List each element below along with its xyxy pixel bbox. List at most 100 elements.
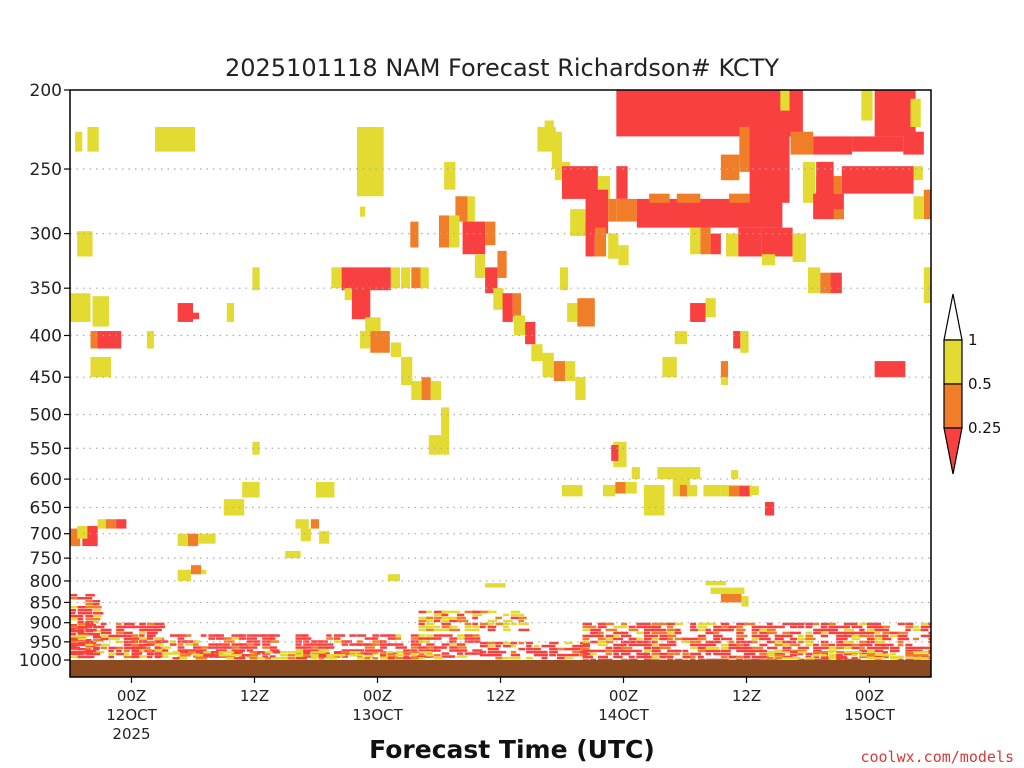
ri-cell-low-3-73 — [154, 649, 166, 652]
ri-cell-low-5-46 — [549, 653, 556, 657]
ri-cell-low-6-5 — [644, 622, 651, 626]
ri-cell-low-4-130 — [418, 655, 431, 658]
ri-cell-low-0-2 — [70, 597, 81, 600]
ri-cell-low-6-301 — [674, 649, 682, 653]
ri-cell-low-6-213 — [797, 640, 804, 644]
ri-cell-51 — [761, 254, 776, 266]
ri-cell-low-6-170 — [674, 637, 686, 641]
ri-cell-low-7-63 — [280, 657, 291, 660]
ri-cell-108 — [226, 303, 234, 322]
ri-cell-58 — [390, 267, 401, 289]
ri-cell-low-3-108 — [246, 655, 259, 658]
ri-cell-low-5-47 — [556, 653, 566, 657]
ri-cell-low-6-350 — [859, 652, 870, 656]
ri-cell-low-3-2 — [146, 634, 156, 637]
ri-cell-low-1-24 — [495, 616, 502, 620]
ri-cell-low-8-43 — [913, 657, 922, 660]
ri-cell-79 — [485, 267, 498, 294]
ri-cell-low-6-177 — [751, 637, 763, 641]
ri-cell-low-2-93 — [108, 655, 115, 659]
ri-cell-low-6-243 — [790, 643, 801, 647]
ri-cell-low-6-275 — [797, 646, 810, 650]
ri-cell-low-2-50 — [116, 640, 123, 644]
ri-cell-low-6-371 — [743, 655, 751, 659]
ri-cell-46 — [710, 233, 721, 255]
ri-cell-low-3-70 — [131, 649, 143, 652]
ri-cell-low-2-8 — [70, 625, 82, 629]
ri-cell-low-6-24 — [843, 622, 854, 626]
ri-cell-113 — [690, 303, 706, 322]
ri-cell-low-6-2 — [605, 622, 615, 626]
ri-cell-low-6-388 — [913, 655, 920, 659]
ri-cell-low-2-65 — [100, 646, 107, 650]
y-tick-label-300: 300 — [30, 225, 62, 245]
ri-cell-7 — [155, 126, 196, 152]
ri-cell-low-6-77 — [697, 628, 707, 632]
ri-cell-low-4-72 — [380, 646, 387, 649]
ri-cell-low-7-38 — [249, 654, 259, 657]
ri-cell-low-6-387 — [905, 655, 914, 659]
ri-cell-low-6-322 — [913, 649, 923, 653]
ri-cell-low-6-411 — [759, 658, 768, 662]
ri-cell-low-8-23 — [851, 654, 858, 657]
ri-cell-low-6-390 — [582, 658, 589, 662]
ri-cell-low-1-62 — [464, 628, 473, 632]
ri-cell-low-6-398 — [659, 658, 666, 662]
ri-cell-low-3-99 — [154, 655, 163, 658]
ri-cell-low-6-29 — [897, 622, 905, 626]
ri-cell-low-7-32 — [203, 654, 212, 657]
ri-cell-low-7-17 — [310, 651, 321, 654]
ri-cell-low-6-355 — [928, 652, 931, 656]
ri-cell-low-6-132 — [605, 634, 616, 638]
ri-cell-low-5-27 — [564, 647, 576, 651]
ri-cell-low-6-327 — [613, 652, 619, 656]
ri-cell-low-6-317 — [859, 649, 867, 653]
ri-cell-4 — [910, 98, 921, 127]
ri-cell-low-6-375 — [782, 655, 793, 659]
ri-cell-low-5-54 — [526, 656, 534, 660]
ri-cell-low-0-50 — [93, 639, 104, 642]
ri-cell-low-2-10 — [85, 625, 93, 629]
ri-cell-low-8-4 — [813, 651, 824, 654]
ri-cell-low-6-3 — [620, 622, 628, 626]
ri-cell-low-4-97 — [472, 649, 483, 652]
ri-cell-low-6-176 — [736, 637, 745, 641]
ri-cell-low-6-112 — [767, 631, 777, 635]
ri-cell-low-3-58 — [162, 646, 172, 649]
ri-cell-low-3-48 — [216, 643, 224, 646]
ri-cell-low-6-30 — [905, 622, 914, 626]
ri-cell-low-6-339 — [720, 652, 731, 656]
ri-cell-low-4-80 — [456, 646, 467, 649]
ri-cell-low-7-74 — [395, 657, 407, 660]
ri-cell-low-4-102 — [333, 652, 342, 655]
ri-cell-low-4-134 — [456, 655, 468, 658]
x-tick-label-1-1: 12Z — [240, 687, 269, 705]
ri-cell-low-4-69 — [318, 646, 329, 649]
ri-cell-low-6-41 — [651, 625, 662, 629]
ri-cell-low-6-286 — [890, 646, 900, 650]
ri-cell-low-6-230 — [651, 643, 663, 647]
ri-cell-98 — [401, 267, 411, 289]
ri-cell-low-6-139 — [697, 634, 706, 638]
ri-cell-low-6-70 — [628, 628, 639, 632]
ri-cell-low-6-423 — [913, 658, 922, 662]
ri-cell-low-4-70 — [326, 646, 335, 649]
ri-cell-low-0-4 — [85, 597, 93, 600]
ri-cell-low-1-49 — [433, 625, 441, 629]
x-tick-label-2-1: 00Z — [363, 687, 392, 705]
ri-cell-low-4-79 — [449, 646, 458, 649]
ri-cell-low-2-37 — [123, 634, 132, 638]
ri-cell-low-4-50 — [310, 643, 321, 646]
ri-cell-low-6-272 — [751, 646, 764, 650]
ri-cell-low-1-39 — [464, 622, 472, 626]
ri-cell-low-0-25 — [70, 618, 79, 621]
ri-cell-55 — [923, 267, 931, 304]
ri-cell-low-7-10 — [257, 651, 269, 654]
ri-cell-low-6-125 — [882, 631, 891, 635]
ri-cell-low-6-331 — [651, 652, 660, 656]
ri-cell-low-4-89 — [372, 649, 384, 652]
ri-cell-low-8-20 — [820, 654, 827, 657]
ri-cell-low-6-189 — [913, 637, 920, 641]
ri-cell-low-1-48 — [426, 625, 436, 629]
ri-cell-low-3-32 — [169, 640, 176, 643]
